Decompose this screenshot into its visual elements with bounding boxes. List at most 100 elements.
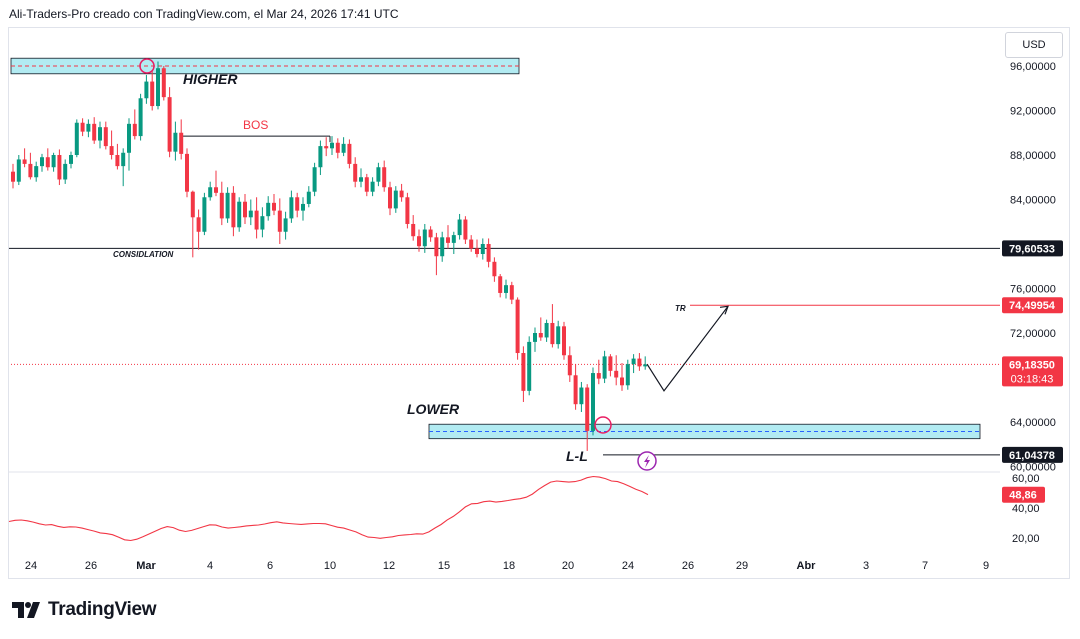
candle-body[interactable] — [219, 192, 224, 219]
candle-body[interactable] — [22, 159, 27, 164]
candle-body[interactable] — [550, 322, 555, 345]
candle-body[interactable] — [417, 236, 421, 247]
candle-body[interactable] — [28, 163, 33, 178]
candle-body[interactable] — [480, 244, 485, 255]
candle-body[interactable] — [161, 68, 166, 98]
candle-body[interactable] — [208, 187, 213, 198]
candle-body[interactable] — [573, 375, 578, 405]
candle-body[interactable] — [393, 190, 398, 209]
candle-body[interactable] — [602, 356, 607, 379]
candle-body[interactable] — [475, 248, 479, 255]
candle-body[interactable] — [318, 146, 323, 168]
candle-body[interactable] — [376, 167, 381, 182]
candle-body[interactable] — [486, 244, 491, 262]
candle-body[interactable] — [637, 358, 642, 367]
candle-body[interactable] — [243, 201, 247, 218]
candle-body[interactable] — [428, 229, 433, 238]
candle-body[interactable] — [324, 146, 329, 149]
candle-body[interactable] — [359, 177, 363, 182]
candle-body[interactable] — [272, 202, 276, 211]
candle-body[interactable] — [446, 237, 450, 243]
price-label-box[interactable] — [1002, 297, 1063, 314]
candle-body[interactable] — [74, 122, 79, 155]
candle-body[interactable] — [353, 163, 358, 182]
candle-body[interactable] — [591, 373, 595, 431]
candle-body[interactable] — [156, 68, 160, 107]
candle-body[interactable] — [103, 127, 108, 147]
rsi-value-box[interactable] — [1002, 486, 1045, 503]
candle-body[interactable] — [92, 123, 97, 141]
candle-body[interactable] — [34, 166, 39, 178]
candle-body[interactable] — [556, 326, 561, 345]
candle-body[interactable] — [283, 218, 288, 232]
candle-body[interactable] — [411, 223, 416, 237]
candle-body[interactable] — [277, 210, 282, 232]
candle-body[interactable] — [451, 235, 456, 243]
candle-body[interactable] — [109, 146, 114, 155]
candle-body[interactable] — [620, 377, 624, 386]
candle-body[interactable] — [614, 370, 619, 378]
candle-body[interactable] — [295, 197, 300, 211]
higher-marker-circle[interactable] — [139, 58, 155, 74]
price-label-box[interactable] — [1002, 356, 1063, 387]
candle-body[interactable] — [266, 202, 271, 217]
candle-body[interactable] — [533, 333, 537, 342]
candle-body[interactable] — [51, 155, 56, 168]
rsi-line[interactable] — [8, 475, 649, 542]
candle-body[interactable] — [179, 132, 184, 154]
candle-body[interactable] — [515, 299, 520, 354]
currency-button[interactable]: USD — [1005, 32, 1063, 58]
candle-body[interactable] — [469, 239, 474, 249]
candle-body[interactable] — [248, 210, 253, 218]
candle-body[interactable] — [643, 364, 648, 367]
candle-body[interactable] — [492, 261, 497, 277]
candle-body[interactable] — [16, 159, 21, 182]
candle-body[interactable] — [45, 157, 50, 168]
candle-body[interactable] — [185, 153, 189, 192]
candle-body[interactable] — [434, 237, 439, 257]
candle-body[interactable] — [457, 219, 462, 236]
candle-body[interactable] — [509, 285, 514, 300]
candle-body[interactable] — [538, 333, 543, 338]
candle-body[interactable] — [98, 127, 102, 141]
candle-body[interactable] — [608, 356, 613, 371]
candle-body[interactable] — [57, 155, 62, 180]
candle-body[interactable] — [388, 187, 392, 209]
candle-body[interactable] — [225, 192, 230, 219]
candle-body[interactable] — [544, 322, 549, 338]
candle-body[interactable] — [498, 276, 503, 293]
candle-body[interactable] — [121, 152, 126, 167]
candle-body[interactable] — [260, 216, 265, 230]
candle-body[interactable] — [382, 167, 387, 188]
candle-body[interactable] — [80, 122, 85, 132]
candle-body[interactable] — [127, 123, 131, 153]
candle-body[interactable] — [463, 219, 468, 240]
candle-body[interactable] — [527, 341, 532, 391]
candle-body[interactable] — [150, 81, 155, 107]
candle-body[interactable] — [521, 353, 526, 391]
footer-brand[interactable]: TradingView — [12, 598, 157, 622]
candle-body[interactable] — [347, 143, 352, 164]
candle-body[interactable] — [196, 217, 201, 232]
candle-body[interactable] — [115, 155, 120, 167]
candle-body[interactable] — [585, 387, 590, 431]
candle-body[interactable] — [231, 192, 236, 228]
lower-marker-circle[interactable] — [594, 416, 612, 434]
candle-body[interactable] — [138, 98, 143, 137]
candle-body[interactable] — [440, 237, 445, 257]
candle-body[interactable] — [330, 142, 334, 149]
candle-body[interactable] — [579, 387, 584, 405]
candle-body[interactable] — [504, 285, 508, 293]
candle-body[interactable] — [301, 203, 305, 211]
candle-body[interactable] — [254, 210, 259, 230]
candle-body[interactable] — [422, 229, 427, 247]
candle-body[interactable] — [341, 143, 346, 153]
price-label-box[interactable] — [1002, 446, 1063, 463]
candle-body[interactable] — [144, 81, 149, 99]
candle-body[interactable] — [312, 167, 317, 192]
candle-body[interactable] — [405, 197, 410, 224]
candle-body[interactable] — [289, 197, 294, 219]
projection-path[interactable] — [646, 305, 729, 392]
candle-body[interactable] — [190, 191, 195, 218]
